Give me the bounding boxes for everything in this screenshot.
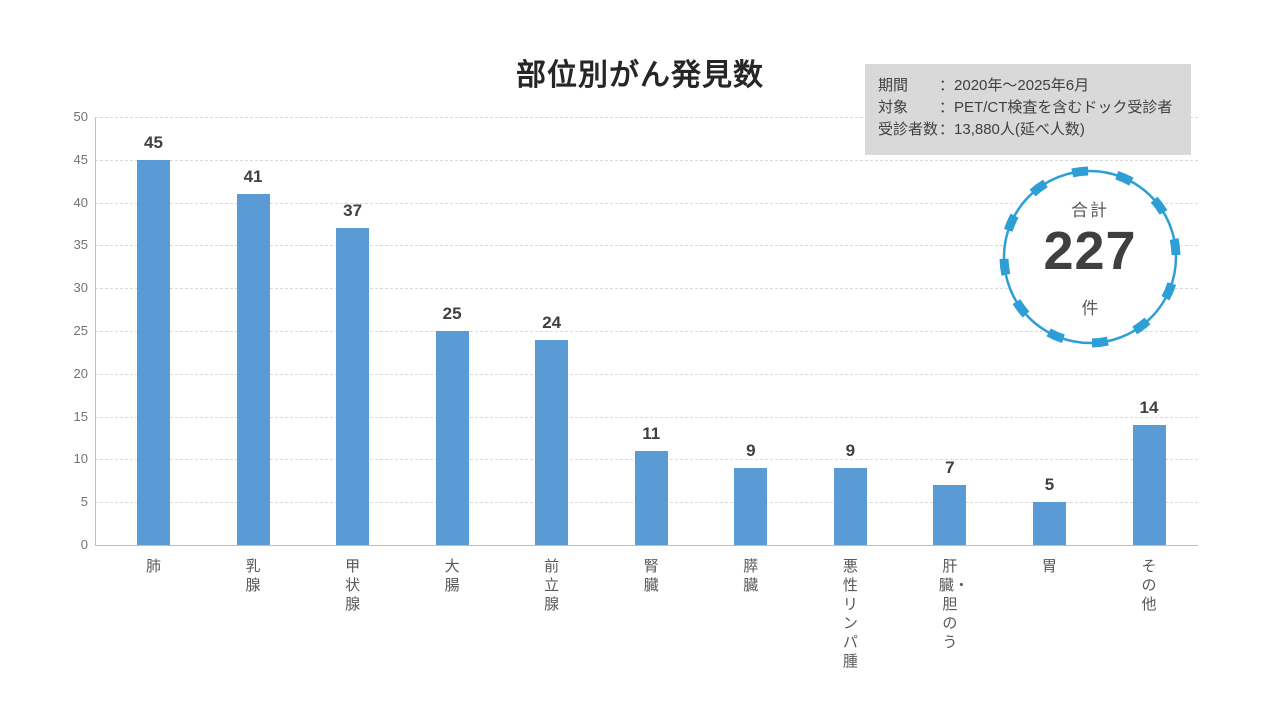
y-axis-tick-label: 25: [73, 323, 88, 338]
gridline: [95, 288, 1198, 290]
total-value: 227: [1043, 221, 1137, 281]
x-axis-label: 悪性リンパ腫: [842, 558, 858, 670]
x-axis-label: 肝臓・胆のう: [938, 558, 969, 651]
y-axis-tick-label: 0: [80, 537, 88, 552]
bar-value-label: 25: [442, 304, 462, 323]
x-axis-label: その他: [1141, 558, 1157, 613]
x-axis-label: 膵臓: [743, 558, 759, 594]
bar-value-label: 5: [1044, 475, 1055, 495]
info-separator: ：: [939, 121, 955, 138]
info-row-subject: 対象 ：PET/CT検査を含むドック受診者: [878, 97, 1191, 119]
bar-value-label: 7: [945, 458, 955, 478]
y-axis-tick-label: 35: [73, 237, 88, 253]
x-axis-label: 肺: [145, 558, 161, 575]
y-axis-tick-label: 30: [73, 280, 88, 296]
bar-value-label: 37: [343, 201, 363, 221]
bar: [336, 228, 370, 545]
info-label: 受診者数: [878, 121, 939, 138]
x-axis-label: 大腸: [444, 558, 460, 594]
gridline: [95, 373, 1198, 375]
bar: [933, 485, 967, 545]
x-axis-label: 乳腺: [245, 558, 261, 594]
bar-value-label: 9: [845, 440, 856, 460]
info-label: 対象: [878, 99, 909, 116]
info-value: PET/CT検査を含むドック受診者: [954, 99, 1173, 116]
info-separator: ：: [939, 77, 955, 94]
bar-value-label: 41: [243, 167, 263, 187]
gridline: [95, 159, 1198, 161]
y-axis-line: [95, 117, 96, 545]
total-badge: 合計 227 件: [995, 162, 1185, 352]
bar: [435, 331, 469, 545]
bar-value-label: 14: [1139, 398, 1159, 418]
y-axis-tick-label: 5: [80, 494, 88, 510]
bar: [236, 194, 270, 545]
bar-value-label: 45: [144, 132, 163, 152]
x-axis-label: 腎臓: [643, 558, 659, 594]
bar-value-label: 24: [542, 312, 562, 332]
total-circle-decoration: [999, 166, 1181, 348]
total-unit: 件: [1081, 299, 1099, 318]
info-separator: ：: [939, 99, 955, 116]
y-axis-tick-label: 10: [73, 451, 88, 467]
info-value: 2020年～2025年6月: [954, 77, 1090, 94]
y-axis-tick-label: 50: [73, 109, 88, 124]
info-row-examinees: 受診者数：13,880人(延べ人数): [878, 119, 1191, 141]
bar: [137, 159, 170, 545]
info-box: 期間 ：2020年～2025年6月 対象 ：PET/CT検査を含むドック受診者 受診…: [865, 64, 1191, 155]
bar: [833, 467, 867, 545]
bar: [634, 450, 668, 545]
chart-title: 部位別がん発見数: [516, 59, 764, 92]
gridline: [95, 117, 1198, 118]
gridline: [95, 416, 1198, 418]
x-axis-label: 胃: [1041, 558, 1057, 575]
gridline: [95, 331, 1198, 332]
info-value: 13,880人(延べ人数): [954, 121, 1085, 138]
y-axis-tick-label: 45: [73, 151, 88, 167]
info-row-period: 期間 ：2020年～2025年6月: [878, 75, 1191, 97]
bar: [734, 467, 768, 545]
gridline: [95, 202, 1198, 204]
bar: [1032, 502, 1066, 545]
y-axis-tick-label: 15: [73, 408, 88, 424]
total-label: 合計: [1071, 201, 1109, 220]
bar-value-label: 9: [746, 440, 756, 460]
info-label: 期間: [878, 77, 909, 94]
bar: [1132, 425, 1166, 545]
x-axis-label: 甲状腺: [345, 558, 361, 613]
y-axis-tick-label: 40: [73, 194, 88, 210]
bar-value-label: 11: [642, 423, 661, 443]
bar: [535, 339, 569, 545]
y-axis-tick-label: 20: [73, 365, 88, 381]
x-axis-line: [95, 545, 1198, 546]
x-axis-label: 前立腺: [544, 558, 560, 613]
gridline: [95, 245, 1198, 247]
